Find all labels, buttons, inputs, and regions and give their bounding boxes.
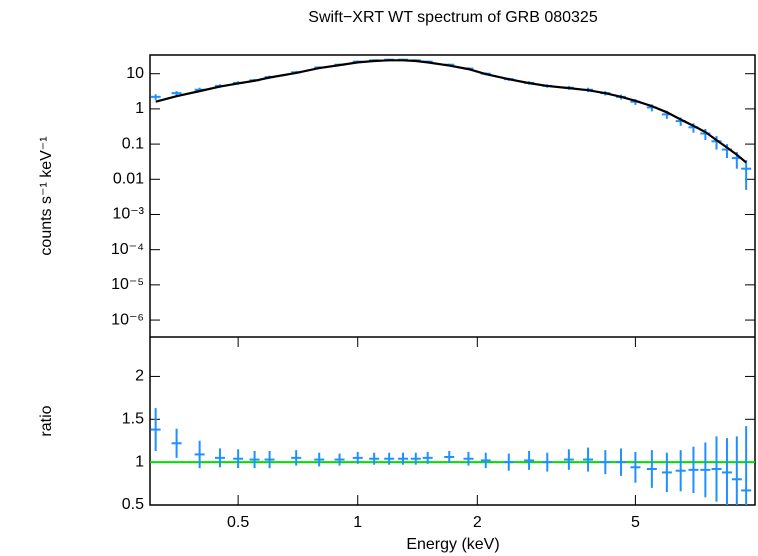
x-tick-label: 5 xyxy=(631,514,640,531)
x-tick-label: 0.5 xyxy=(227,514,249,531)
y-tick-label: 1 xyxy=(135,453,144,470)
y-tick-label: 2 xyxy=(135,368,144,385)
x-tick-label: 1 xyxy=(353,514,362,531)
y-tick-label: 1 xyxy=(135,100,144,117)
x-tick-label: 2 xyxy=(473,514,482,531)
y-tick-label: 1.5 xyxy=(122,411,144,428)
y-tick-label: 10⁻⁵ xyxy=(111,276,144,293)
y-tick-label: 10⁻⁴ xyxy=(111,241,144,258)
y-tick-label: 10⁻⁶ xyxy=(111,311,144,328)
y-axis-label: ratio xyxy=(38,405,55,436)
chart-title: Swift−XRT WT spectrum of GRB 080325 xyxy=(308,9,598,26)
y-tick-label: 10⁻³ xyxy=(112,206,144,223)
y-tick-label: 10 xyxy=(126,65,144,82)
model-line xyxy=(155,59,747,164)
y-tick-label: 0.1 xyxy=(122,135,144,152)
y-tick-label: 0.5 xyxy=(122,496,144,513)
y-tick-label: 0.01 xyxy=(113,171,144,188)
x-axis-label: Energy (keV) xyxy=(406,536,499,553)
y-axis-label: counts s⁻¹ keV⁻¹ xyxy=(38,136,55,255)
frame xyxy=(149,54,756,506)
